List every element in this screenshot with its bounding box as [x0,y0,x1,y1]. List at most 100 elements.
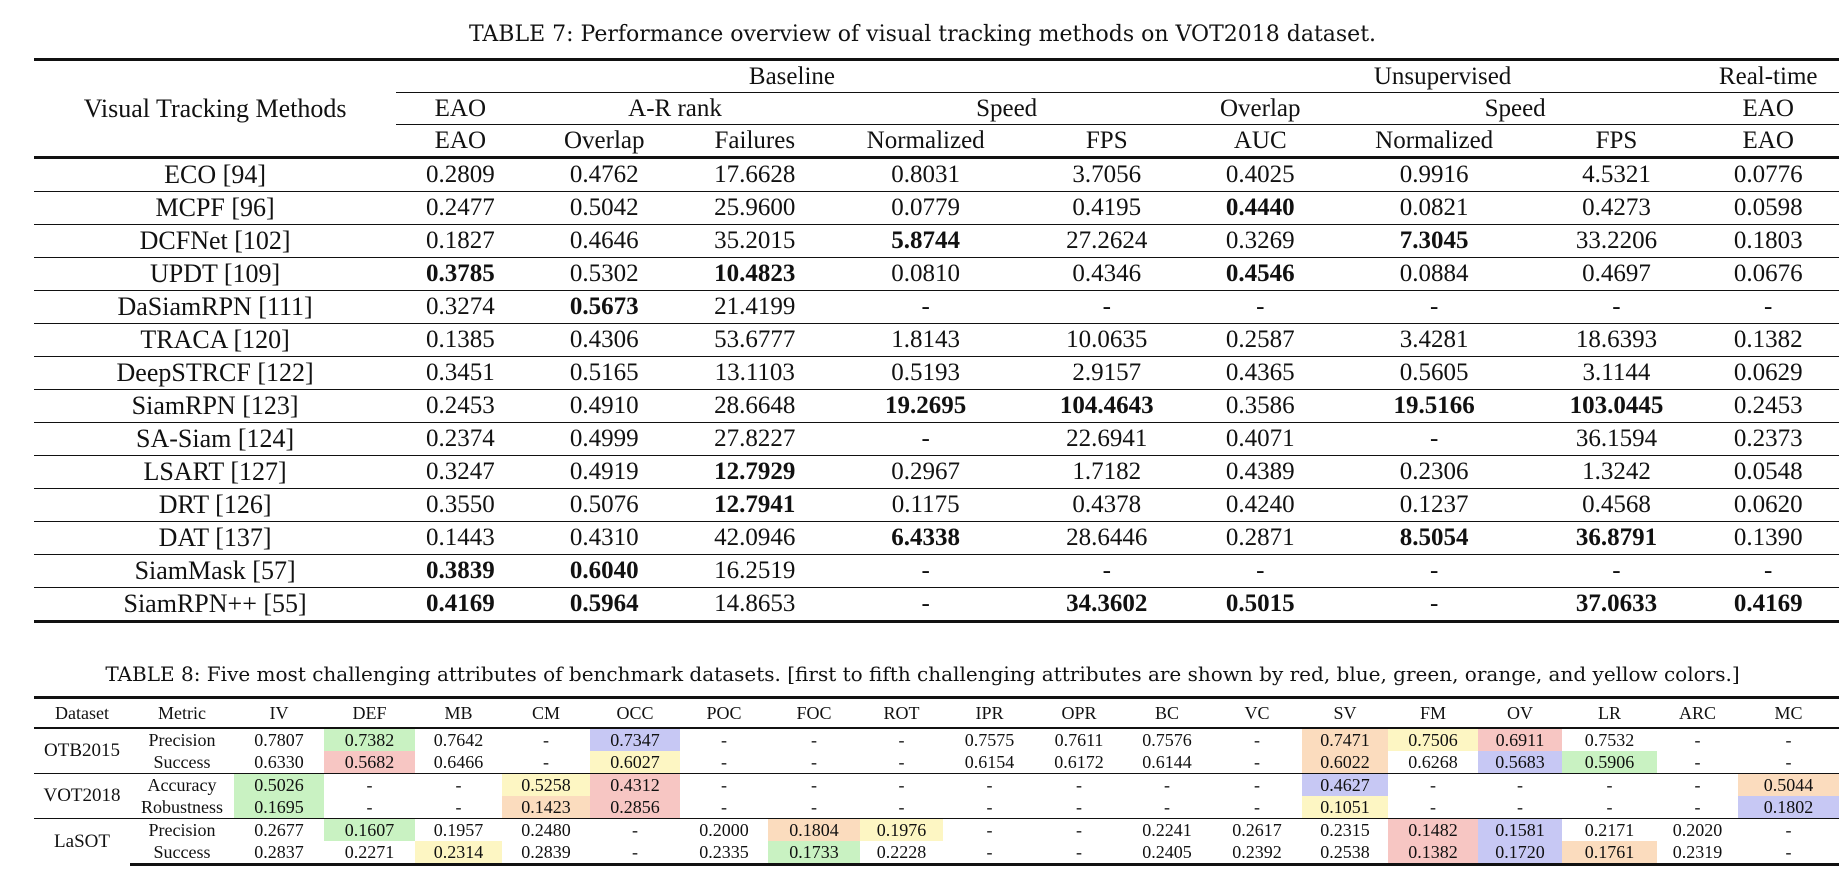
table-cell: 0.2405 [1122,841,1212,866]
table-row: TRACA [120] 0.1385 0.4306 53.6777 1.8143 10.0… [34,323,1839,357]
table-cell: 0.2587 [1187,323,1333,357]
table-cell: - [1187,554,1333,588]
table-cell: 0.5044 [1738,773,1839,796]
table-cell: 0.1385 [396,323,525,357]
table-cell: 0.2839 [502,841,590,866]
table-cell: 33.2206 [1535,224,1698,258]
table-cell: 0.3274 [396,290,525,324]
table-cell: 0.2020 [1657,818,1738,841]
column-header: OPR [1036,696,1122,729]
column-header: EAO [396,124,525,159]
table-cell: - [1076,797,1082,817]
table-cell: 0.2856 [590,796,680,819]
dataset-name: LaSOT [34,818,130,865]
subgroup-header: Speed [1332,92,1698,125]
table-cell: - [1697,290,1839,324]
table-cell: - [811,752,817,772]
table-cell: - [1254,752,1260,772]
table-row: Success 0.6330 0.5682 0.6466 - 0.6027 - - - 0.615… [34,751,1839,774]
column-header: CM [502,696,590,729]
table-cell: - [680,773,768,796]
table-cell: 0.5258 [502,773,590,796]
table-cell: 6.4338 [825,521,1026,555]
table-cell: 0.1957 [415,818,502,841]
table-cell: - [1036,818,1122,841]
table-cell: 0.2374 [396,422,525,456]
column-header: Normalized [1332,124,1536,159]
table-cell: 0.7471 [1302,727,1388,751]
table-cell: - [543,752,549,772]
table-cell: 0.1237 [1332,488,1536,522]
table-cell: 0.3247 [396,455,525,489]
column-header: BC [1122,696,1212,729]
table-cell: 19.5166 [1332,389,1536,423]
column-header: Normalized [825,124,1026,159]
table-cell: 0.4365 [1187,356,1333,390]
table-cell: - [1212,727,1302,751]
table-cell: 0.4762 [524,156,685,192]
table-cell: 0.2315 [1302,818,1388,841]
table-row: LSART [127] 0.3247 0.4919 12.7929 0.2967 1.71… [34,455,1839,489]
table-row: DAT [137] 0.1443 0.4310 42.0946 6.4338 28.644… [34,521,1839,555]
column-header: Metric [130,696,234,729]
table-cell: - [1332,290,1536,324]
table-cell: 27.2624 [1025,224,1188,258]
column-header: VC [1212,696,1302,729]
table-cell: 0.1802 [1738,796,1839,819]
table-cell: - [1430,797,1436,817]
table-cell: 3.7056 [1025,156,1188,192]
table-cell: 0.4071 [1187,422,1333,456]
table-cell: 37.0633 [1535,587,1698,623]
table-cell: - [943,818,1036,841]
table-cell: 0.4169 [396,587,525,623]
table-cell: - [860,727,943,751]
table-cell: 0.2837 [234,841,324,866]
table-cell: - [1738,841,1839,866]
column-header: FPS [1535,124,1698,159]
table7-body: ECO [94] 0.2809 0.4762 17.6628 0.8031 3.7056 0… [34,156,1839,623]
table-cell: - [1187,290,1333,324]
table-cell: 0.5026 [234,773,324,796]
table-cell: 10.4823 [684,257,826,291]
table-cell: 0.7506 [1388,727,1478,751]
table-cell: 22.6941 [1025,422,1188,456]
table7: Visual Tracking Methods Baseline Unsuper… [34,58,1839,623]
column-header: FOC [768,696,860,729]
table-row: MCPF [96] 0.2477 0.5042 25.9600 0.0779 0.4195… [34,191,1839,225]
method-name: SiamRPN++ [55] [34,587,397,623]
table-cell: 0.0884 [1332,257,1536,291]
table-cell: 103.0445 [1535,389,1698,423]
table-cell: 0.2453 [396,389,525,423]
table-cell: 0.4999 [524,422,685,456]
table-cell: 0.5964 [524,587,685,623]
table-cell: 0.1581 [1478,818,1562,841]
method-name: UPDT [109] [34,257,397,291]
table-cell: - [1122,773,1212,796]
table-cell: - [590,841,680,866]
table-cell: - [1535,554,1698,588]
column-header: Failures [684,124,826,159]
table-cell: 42.0946 [684,521,826,555]
table-row: DCFNet [102] 0.1827 0.4646 35.2015 5.8744 27.… [34,224,1839,258]
table-cell: - [1478,773,1562,796]
column-header: FPS [1025,124,1188,159]
table-cell: - [1785,752,1792,772]
group-header-realtime: Real-time [1697,58,1839,93]
table-cell: - [825,554,1026,588]
table8-caption: TABLE 8: Five most challenging attribute… [105,662,1740,686]
table-cell: 0.4568 [1535,488,1698,522]
table-cell: 21.4199 [684,290,826,324]
column-header: POC [680,696,768,729]
column-header: Overlap [524,124,685,159]
table-cell: 0.5605 [1332,356,1536,390]
table8: Dataset Metric IV DEF MB CM OCC POC FOC ROT IPR OPR… [34,696,1839,866]
table-cell: 1.3242 [1535,455,1698,489]
table-cell: 0.1382 [1697,323,1839,357]
table-cell: 0.4546 [1187,257,1333,291]
table-cell: 0.1804 [768,818,860,841]
table-cell: - [1697,554,1839,588]
table-cell: 34.3602 [1025,587,1188,623]
table-cell: 0.6144 [1142,752,1192,772]
table-cell: - [1332,422,1536,456]
